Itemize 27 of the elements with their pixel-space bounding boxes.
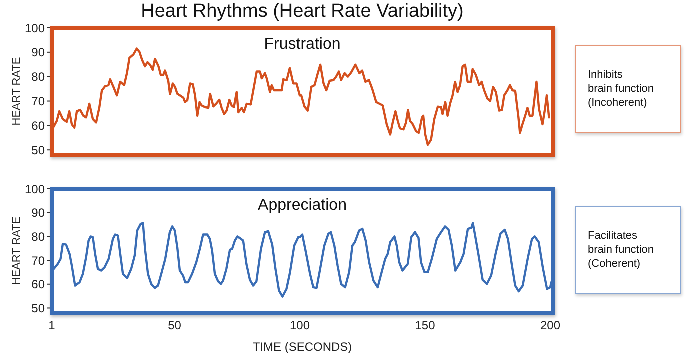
y-tick-label: 70 — [32, 254, 46, 268]
y-tick-label: 80 — [32, 230, 46, 244]
x-tick-label: 200 — [540, 318, 561, 333]
x-tick-label: 50 — [168, 318, 182, 333]
x-axis-title: TIME (SECONDS) — [252, 340, 352, 354]
y-axis-title: HEART RATE — [10, 57, 23, 126]
line-series — [52, 222, 553, 298]
x-tick-label: 1 — [48, 318, 56, 333]
y-axis-title: HEART RATE — [10, 216, 23, 286]
y-tick-label: 70 — [32, 94, 46, 109]
x-tick-label: 150 — [415, 318, 436, 333]
x-tick-label: 100 — [290, 318, 310, 333]
y-tick-label: 60 — [32, 118, 46, 133]
y-tick-label: 50 — [32, 301, 46, 316]
line-series — [52, 48, 550, 146]
y-tick-label: 90 — [32, 46, 46, 60]
text: Facilitates brain function (Coherent) — [575, 206, 681, 294]
annotation: Appreciation — [257, 197, 348, 215]
chart-title: Heart Rhythms (Heart Rate Variability) — [140, 1, 465, 23]
y-tick-label: 80 — [32, 70, 46, 84]
y-tick-label: 100 — [24, 182, 46, 196]
y-tick-label: 60 — [32, 278, 46, 292]
y-tick-label: 100 — [24, 21, 46, 36]
y-tick-label: 90 — [32, 206, 46, 220]
annotation: Frustration — [263, 36, 342, 54]
y-tick-label: 50 — [32, 143, 46, 158]
text: Inhibits brain function (Incoherent) — [575, 45, 681, 133]
